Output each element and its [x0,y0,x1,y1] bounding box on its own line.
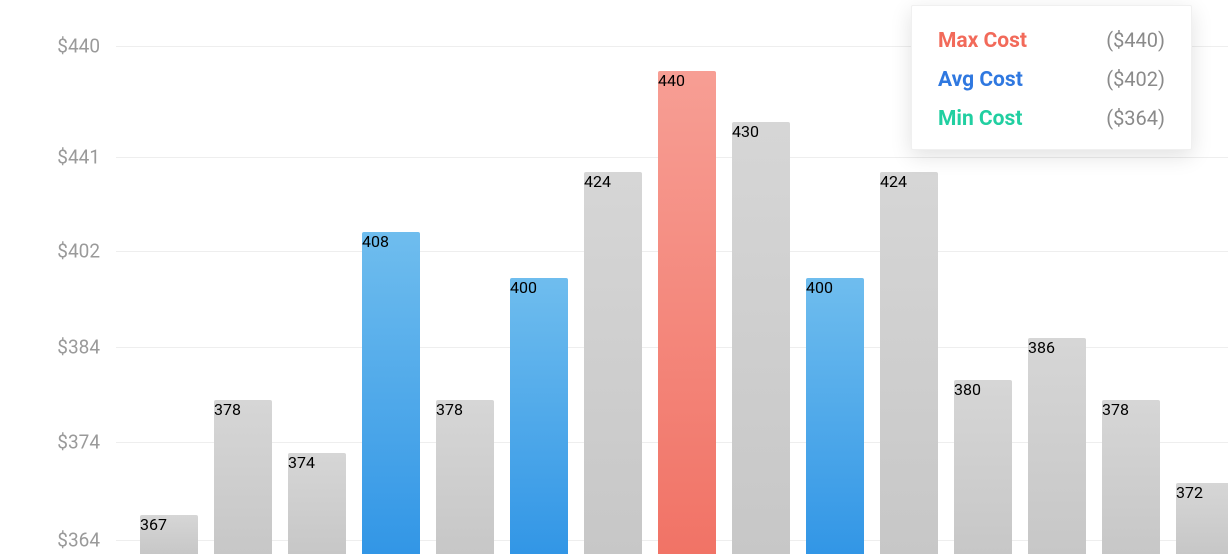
bar[interactable]: 424 [880,172,938,554]
bar[interactable]: 408 [362,232,420,554]
legend-card: Max Cost ($440) Avg Cost ($402) Min Cost ($36… [911,5,1192,150]
y-axis-tick-label: $364 [0,529,100,552]
bar[interactable]: 386 [1028,338,1086,554]
bar[interactable]: 372 [1176,483,1228,554]
bar[interactable]: 374 [288,453,346,554]
bar[interactable]: 424 [584,172,642,554]
legend-label: Max Cost [938,29,1027,53]
bar[interactable]: 378 [436,400,494,554]
bar[interactable]: 440 [658,71,716,554]
cost-bar-chart: $440 $441 $402 $384 $374 $364 367 378 374 408 378… [0,0,1228,554]
bar[interactable]: 400 [510,278,568,554]
y-axis-tick-label: $374 [0,431,100,454]
legend-row: Max Cost ($440) [938,28,1165,53]
legend-row: Avg Cost ($402) [938,67,1165,92]
legend-value: ($364) [1106,106,1165,130]
bar[interactable]: 378 [1102,400,1160,554]
y-axis-tick-label: $441 [0,146,100,169]
y-axis-tick-label: $402 [0,240,100,263]
legend-value: ($440) [1106,28,1165,52]
bar[interactable]: 430 [732,122,790,554]
legend-label: Avg Cost [938,68,1023,92]
legend-value: ($402) [1106,67,1165,91]
y-axis-tick-label: $384 [0,336,100,359]
legend-row: Min Cost ($364) [938,106,1165,131]
bar[interactable]: 380 [954,380,1012,554]
legend-label: Min Cost [938,107,1022,131]
bar[interactable]: 367 [140,515,198,554]
y-axis-tick-label: $440 [0,35,100,58]
bar[interactable]: 378 [214,400,272,554]
bar[interactable]: 400 [806,278,864,554]
